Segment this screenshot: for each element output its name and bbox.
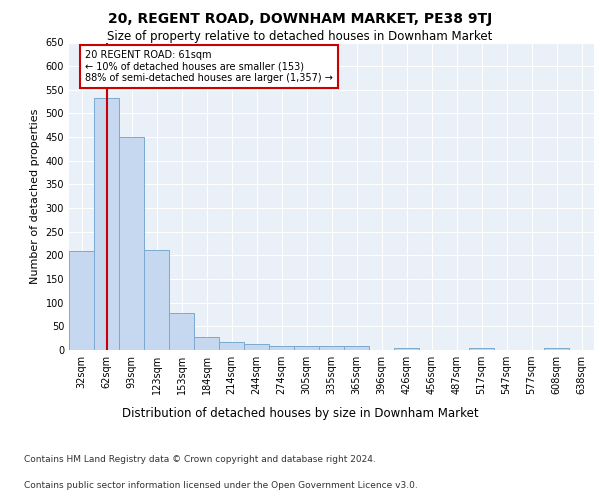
Text: 20, REGENT ROAD, DOWNHAM MARKET, PE38 9TJ: 20, REGENT ROAD, DOWNHAM MARKET, PE38 9T… bbox=[108, 12, 492, 26]
Bar bbox=[169, 313, 194, 350]
Bar bbox=[244, 344, 269, 350]
Bar bbox=[469, 348, 494, 350]
Bar bbox=[119, 137, 144, 350]
Bar bbox=[194, 337, 219, 350]
Bar bbox=[394, 348, 419, 350]
Bar bbox=[544, 348, 569, 350]
Y-axis label: Number of detached properties: Number of detached properties bbox=[30, 108, 40, 284]
Bar bbox=[319, 346, 344, 350]
Bar bbox=[94, 98, 119, 350]
Bar bbox=[344, 346, 369, 350]
Text: Contains public sector information licensed under the Open Government Licence v3: Contains public sector information licen… bbox=[24, 481, 418, 490]
Text: 20 REGENT ROAD: 61sqm
← 10% of detached houses are smaller (153)
88% of semi-det: 20 REGENT ROAD: 61sqm ← 10% of detached … bbox=[85, 50, 333, 83]
Bar bbox=[294, 346, 319, 350]
Text: Contains HM Land Registry data © Crown copyright and database right 2024.: Contains HM Land Registry data © Crown c… bbox=[24, 455, 376, 464]
Bar bbox=[69, 250, 94, 350]
Bar bbox=[144, 250, 169, 350]
Bar bbox=[219, 342, 244, 350]
Bar bbox=[269, 346, 294, 350]
Text: Distribution of detached houses by size in Downham Market: Distribution of detached houses by size … bbox=[122, 408, 478, 420]
Text: Size of property relative to detached houses in Downham Market: Size of property relative to detached ho… bbox=[107, 30, 493, 43]
